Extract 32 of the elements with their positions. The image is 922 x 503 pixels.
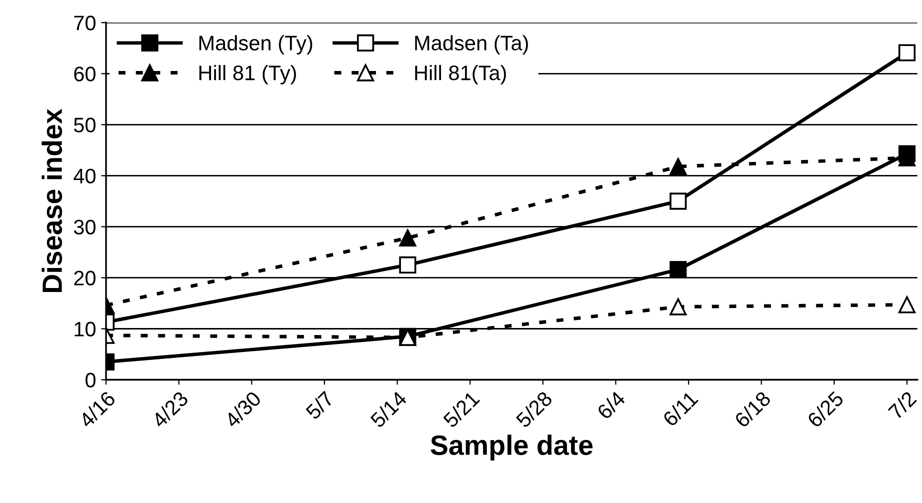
x-tick-label: 7/2	[887, 390, 918, 420]
y-tick-label: 10	[74, 322, 96, 336]
legend-label: Madsen (Ty)	[199, 35, 312, 55]
x-tick-label: 4/16	[78, 390, 116, 429]
x-tick-label: 6/25	[806, 390, 844, 428]
y-axis-title: Disease index	[42, 108, 62, 292]
legend-label: Hill 81 (Ty)	[199, 64, 296, 84]
y-tick-label: 30	[74, 220, 96, 234]
point	[670, 261, 687, 278]
y-tick-label: 20	[74, 270, 96, 286]
x-tick-label: 4/23	[150, 390, 190, 429]
point	[670, 298, 687, 316]
y-tick-label: 70	[74, 16, 96, 30]
legend-label: Madsen (Ta)	[415, 35, 528, 55]
x-tick-label: 4/30	[223, 390, 262, 429]
y-tick-label: 60	[74, 66, 96, 82]
x-tick-label: 5/21	[442, 390, 480, 428]
y-tick-label: 50	[74, 118, 96, 132]
x-axis-title: Sample date	[430, 434, 593, 461]
x-tick-label: 6/4	[596, 390, 626, 420]
x-tick-label: 6/11	[662, 390, 699, 428]
y-tick-label: 0	[86, 372, 96, 388]
point	[898, 44, 916, 62]
x-tick-label: 5/28	[514, 390, 554, 428]
x-tick-label: 6/18	[733, 390, 772, 428]
point	[670, 192, 687, 210]
legend-label: Hill 81(Ta)	[415, 64, 506, 84]
point	[898, 296, 916, 314]
x-tick-label: 5/7	[304, 390, 335, 420]
point	[670, 158, 687, 176]
y-tick-label: 40	[74, 168, 96, 184]
x-tick-label: 5/14	[369, 390, 408, 428]
